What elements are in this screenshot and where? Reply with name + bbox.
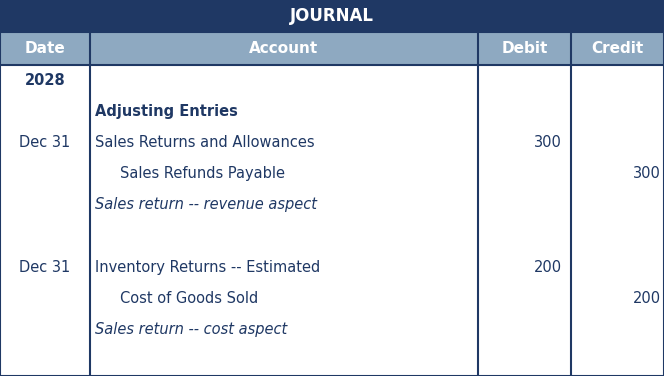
Text: JOURNAL: JOURNAL <box>290 7 374 25</box>
Text: Sales return -- revenue aspect: Sales return -- revenue aspect <box>95 197 317 212</box>
Text: Dec 31: Dec 31 <box>19 260 70 274</box>
Text: Account: Account <box>249 41 319 56</box>
Text: 2028: 2028 <box>25 73 65 88</box>
Text: 300: 300 <box>534 135 562 150</box>
Text: Sales Refunds Payable: Sales Refunds Payable <box>120 167 284 181</box>
Text: Date: Date <box>25 41 65 56</box>
FancyBboxPatch shape <box>0 0 664 32</box>
Text: Sales Returns and Allowances: Sales Returns and Allowances <box>95 135 315 150</box>
Text: 300: 300 <box>633 167 661 181</box>
Text: Cost of Goods Sold: Cost of Goods Sold <box>120 291 258 306</box>
FancyBboxPatch shape <box>0 32 664 65</box>
Text: Adjusting Entries: Adjusting Entries <box>95 104 238 119</box>
Text: 200: 200 <box>633 291 661 306</box>
Text: 200: 200 <box>534 260 562 274</box>
Text: Credit: Credit <box>592 41 643 56</box>
Text: Inventory Returns -- Estimated: Inventory Returns -- Estimated <box>95 260 320 274</box>
Text: Debit: Debit <box>501 41 548 56</box>
Text: Dec 31: Dec 31 <box>19 135 70 150</box>
Text: Sales return -- cost aspect: Sales return -- cost aspect <box>95 322 288 337</box>
